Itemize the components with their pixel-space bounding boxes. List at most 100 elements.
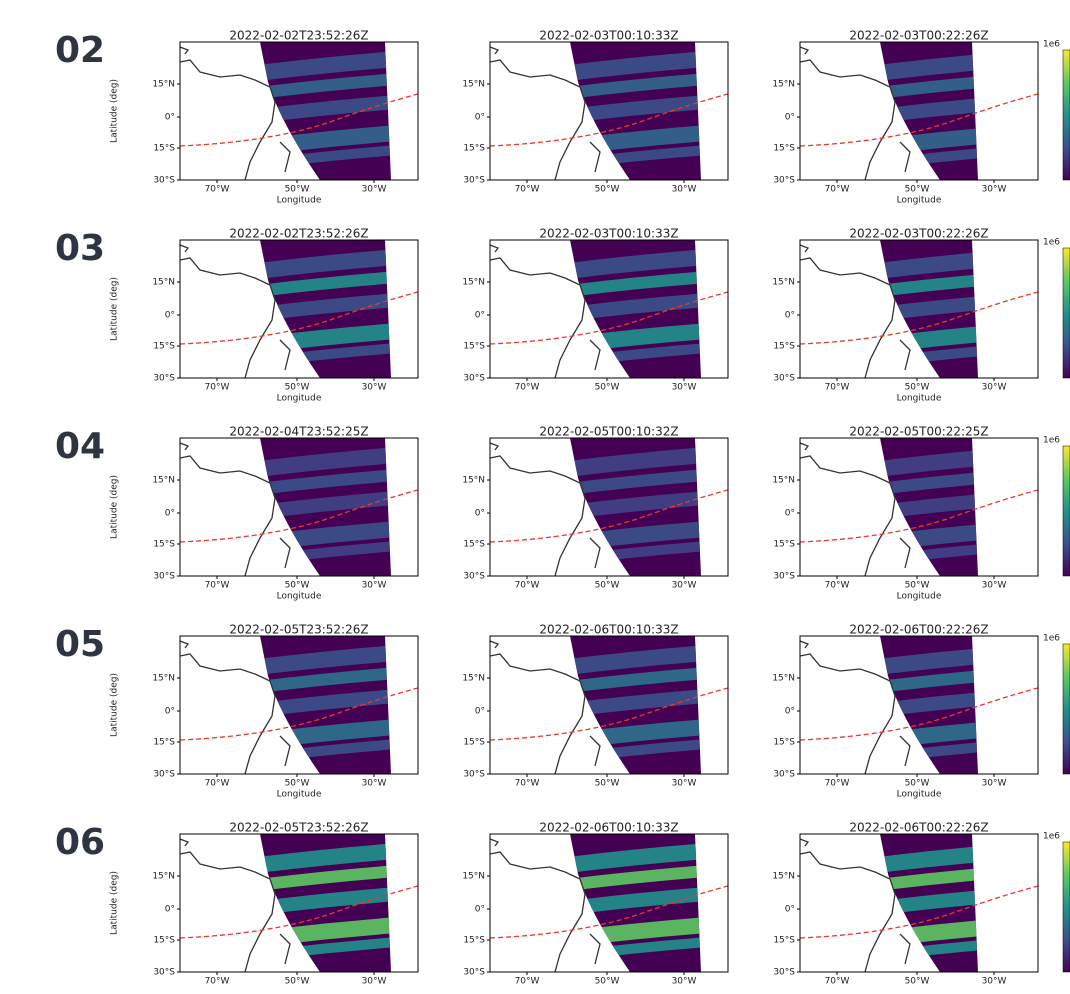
map-panel: 2022-02-05T00:10:32Z 15°N 0° 15°S 30°S 70°W 50… [462, 425, 729, 591]
band [570, 94, 701, 124]
band [260, 270, 391, 298]
y-tick-label: 15°N [772, 674, 795, 684]
equator-line [490, 489, 728, 543]
colorbar-exponent: 1e6 [1043, 40, 1060, 50]
map-panel: 2022-02-02T23:52:26Z 15°N 0° 15°S 30°S 70°W 50… [110, 227, 419, 404]
y-tick-label: 15°N [772, 872, 795, 882]
y-tick-label: 15°S [463, 540, 485, 550]
map-panel: 2022-02-03T00:22:26Z 15°N 0° 15°S 30°S 70°W 50… [772, 29, 1039, 206]
y-tick-label: 0° [475, 509, 485, 519]
row-label: 04 [55, 426, 105, 467]
colorbar [1062, 247, 1070, 379]
map-area [800, 240, 1038, 378]
panel-title: 2022-02-02T23:52:26Z [229, 29, 368, 43]
y-tick-label: 15°S [773, 738, 795, 748]
band [880, 446, 978, 478]
x-axis-label: Longitude [277, 790, 322, 800]
map-panel: 2022-02-06T00:22:26Z 15°N 0° 15°S 30°S 70°W 50… [772, 623, 1039, 800]
axes-frame [489, 41, 729, 181]
y-tick-label: 0° [785, 113, 795, 123]
x-axis-label: Longitude [277, 592, 322, 602]
x-tick-label: 70°W [205, 383, 230, 393]
y-tick-label: 15°S [153, 144, 175, 154]
coastline [180, 46, 291, 180]
y-axis-label: Latitude (deg) [110, 277, 120, 341]
y-tick-label: 30°S [773, 770, 795, 780]
colorbar [1062, 643, 1070, 775]
map-panel: 2022-02-06T00:10:33Z 15°N 0° 15°S 30°S 70°W 50… [462, 821, 729, 987]
x-tick-label: 50°W [905, 977, 930, 987]
axes-frame [179, 41, 419, 181]
x-tick-label: 50°W [595, 977, 620, 987]
map-panel: 2022-02-06T00:22:26Z 15°N 0° 15°S 30°S 70°W 50… [772, 821, 1039, 987]
x-tick-label: 50°W [595, 779, 620, 789]
row-label: 06 [55, 822, 105, 863]
panel-title: 2022-02-06T00:10:33Z [539, 623, 678, 637]
x-tick-label: 70°W [515, 383, 540, 393]
band [570, 842, 701, 874]
coastline [490, 838, 601, 972]
axes-frame [799, 833, 1039, 973]
equator-line [490, 687, 728, 741]
band [880, 468, 978, 496]
axes-frame [489, 239, 729, 379]
equator-line [800, 885, 1038, 939]
y-tick-label: 0° [475, 113, 485, 123]
y-tick-label: 15°N [152, 80, 175, 90]
y-tick-label: 15°N [772, 476, 795, 486]
band [260, 644, 391, 676]
y-tick-label: 0° [165, 707, 175, 717]
y-tick-label: 30°S [463, 374, 485, 384]
x-tick-label: 70°W [825, 383, 850, 393]
band [570, 50, 701, 82]
band [570, 864, 701, 892]
x-tick-label: 70°W [205, 581, 230, 591]
map-panel: 2022-02-02T23:52:26Z 15°N 0° 15°S 30°S 70°W 50… [110, 29, 419, 206]
axes-frame [799, 437, 1039, 577]
map-area [490, 438, 728, 576]
equator-line [180, 291, 418, 345]
panel-title: 2022-02-05T00:10:32Z [539, 425, 678, 439]
x-tick-label: 50°W [595, 581, 620, 591]
y-axis-label: Latitude (deg) [110, 79, 120, 143]
y-tick-label: 30°S [463, 770, 485, 780]
panel-title: 2022-02-03T00:22:26Z [849, 29, 988, 43]
y-tick-label: 30°S [463, 968, 485, 978]
y-tick-label: 0° [785, 311, 795, 321]
band [570, 446, 701, 478]
x-tick-label: 50°W [905, 581, 930, 591]
y-tick-label: 15°N [462, 872, 485, 882]
coastline [180, 838, 291, 972]
y-tick-label: 30°S [153, 770, 175, 780]
x-axis-label: Longitude [277, 394, 322, 404]
y-tick-label: 15°N [462, 278, 485, 288]
axes-frame [489, 437, 729, 577]
x-axis-label: Longitude [897, 196, 942, 206]
equator-line [180, 885, 418, 939]
y-tick-label: 0° [165, 509, 175, 519]
y-tick-label: 15°S [463, 936, 485, 946]
map-panel: 2022-02-03T00:10:33Z 15°N 0° 15°S 30°S 70°W 50… [462, 29, 729, 195]
equator-line [490, 291, 728, 345]
y-tick-label: 15°N [772, 278, 795, 288]
map-area [800, 42, 1038, 180]
band [880, 864, 978, 892]
band [570, 72, 701, 100]
y-tick-label: 15°N [152, 278, 175, 288]
equator-line [800, 291, 1038, 345]
band [880, 270, 978, 298]
axes-frame [179, 239, 419, 379]
band [570, 644, 701, 676]
y-tick-label: 15°S [773, 342, 795, 352]
band [570, 292, 701, 322]
band [880, 248, 978, 280]
y-tick-label: 0° [475, 311, 485, 321]
band [260, 468, 391, 496]
equator-line [180, 93, 418, 147]
band [880, 886, 978, 916]
x-tick-label: 30°W [672, 581, 697, 591]
band [260, 292, 391, 322]
y-axis-label: Latitude (deg) [110, 673, 120, 737]
y-tick-label: 0° [475, 707, 485, 717]
y-tick-label: 30°S [773, 176, 795, 186]
